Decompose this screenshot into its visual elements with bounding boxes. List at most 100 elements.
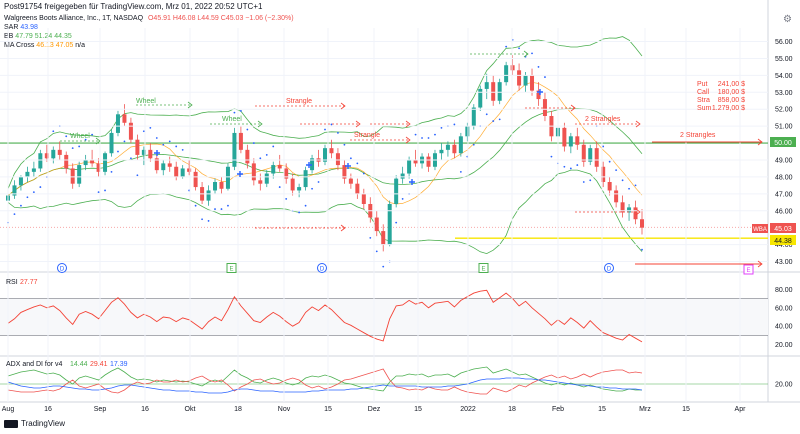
- sar-dot: [78, 145, 81, 148]
- candle-body: [413, 160, 418, 164]
- sar-dot: [382, 265, 385, 268]
- annotation-arrowhead: [257, 120, 263, 128]
- adx-di-plus-line: [7, 366, 642, 392]
- sar-dot: [259, 157, 262, 160]
- candle-body: [323, 148, 327, 162]
- candle-body: [620, 202, 625, 213]
- price-tick-label: 56.00: [775, 39, 793, 46]
- candle-body: [232, 132, 237, 167]
- candle-body: [57, 149, 62, 155]
- sar-dot: [615, 169, 618, 172]
- candle-body: [284, 168, 289, 179]
- time-tick-label: 15: [682, 406, 690, 413]
- sar-dot: [97, 191, 100, 194]
- adx-label: ADX and DI for v4: [6, 361, 63, 368]
- event-marker-dividend-2[interactable]: [317, 263, 327, 273]
- candle-body: [588, 148, 593, 162]
- time-tick-label: 15: [324, 406, 332, 413]
- candle-body: [329, 148, 334, 154]
- candle-body: [64, 154, 69, 169]
- annotation-arrowhead: [757, 260, 763, 268]
- candle-body: [394, 178, 399, 204]
- candle-body: [568, 136, 573, 147]
- stra-key: Stra: [697, 97, 710, 104]
- strangle-label-1: Strangle: [286, 98, 312, 105]
- candle-body: [135, 139, 140, 155]
- candle-body: [303, 170, 308, 188]
- footer-brand[interactable]: TradingView: [4, 419, 65, 428]
- candle-body: [148, 149, 153, 159]
- price-pane: [0, 36, 768, 268]
- sar-dot: [498, 118, 501, 121]
- sar-dot: [285, 198, 288, 200]
- sar-dot: [621, 179, 624, 182]
- sar-legend: SAR 43.98: [4, 24, 38, 31]
- event-marker-dividend-3[interactable]: [604, 263, 614, 273]
- sar-dot: [220, 208, 223, 210]
- sar-dot: [142, 130, 145, 133]
- sar-dot: [343, 143, 346, 146]
- annotation-arrowhead: [635, 208, 641, 216]
- candle-body: [633, 207, 638, 220]
- candle-body: [627, 207, 632, 213]
- candle-body: [381, 231, 386, 245]
- sar-dot: [492, 120, 495, 122]
- candle-body: [18, 176, 23, 186]
- sar-dot: [505, 45, 508, 48]
- candle-body: [258, 180, 263, 184]
- sar-dot: [65, 135, 68, 138]
- event-marker-text-3: D: [320, 267, 325, 273]
- candle-body: [128, 122, 133, 140]
- time-tick-label: Mrz: [639, 406, 651, 413]
- candle-body: [238, 132, 243, 150]
- candle-body: [213, 182, 218, 191]
- sar-dot: [91, 133, 94, 136]
- candle-body: [122, 114, 127, 123]
- sar-dot: [304, 204, 307, 207]
- sar-dot: [214, 208, 216, 210]
- sar-dot: [369, 236, 372, 239]
- sar-dot: [537, 66, 540, 68]
- time-tick-label: Okt: [185, 406, 196, 413]
- candle-body: [12, 185, 17, 196]
- level-50-tag: [770, 137, 796, 147]
- adx-tick-label: 20.00: [775, 382, 793, 389]
- annotation-arrowhead: [340, 102, 346, 110]
- annotation-arrowhead: [95, 137, 101, 145]
- sar-dot: [362, 172, 365, 175]
- sar-dot: [602, 145, 605, 148]
- candle-body: [575, 136, 580, 145]
- candle-body: [471, 107, 476, 127]
- candle-body: [161, 163, 166, 171]
- annotation-arrowhead: [405, 120, 411, 128]
- candle-body: [542, 99, 547, 116]
- two-strangles-label: 2 Strangles: [585, 116, 621, 123]
- event-marker-dividend-1[interactable]: [57, 263, 67, 273]
- sar-dot: [550, 155, 553, 158]
- settings-gear-icon[interactable]: ⚙: [783, 14, 792, 25]
- signal-cross-icon: [306, 162, 312, 168]
- sar-dot: [356, 162, 359, 165]
- candle-body: [187, 168, 192, 172]
- candle-body: [154, 158, 159, 171]
- sar-dot: [401, 198, 404, 200]
- candle-body: [277, 165, 282, 169]
- candle-body: [141, 149, 146, 155]
- bb-values: 47.79 51.24 44.35: [15, 33, 72, 40]
- price-tick-label: 43.00: [775, 259, 793, 266]
- event-marker-earnings-2[interactable]: [478, 263, 489, 273]
- rsi-value: 27.77: [20, 279, 38, 286]
- wheel-label-1: Wheel: [136, 98, 156, 105]
- event-marker-earnings-3[interactable]: [743, 264, 754, 275]
- candle-body: [465, 126, 470, 137]
- sar-dot: [252, 142, 255, 144]
- sar-dot: [227, 204, 229, 207]
- adx-line: [7, 377, 643, 394]
- annotation-arrowhead: [635, 120, 641, 128]
- ma-cross-tail: n/a: [75, 42, 85, 49]
- sar-dot: [155, 137, 158, 139]
- event-marker-earnings-1[interactable]: [226, 263, 237, 273]
- sar-dot: [52, 130, 55, 133]
- sar-dot: [459, 170, 462, 173]
- adx-value-3: 17.39: [110, 361, 128, 368]
